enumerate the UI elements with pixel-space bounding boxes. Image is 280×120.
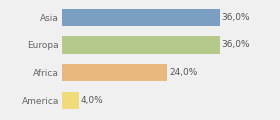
Text: 24,0%: 24,0% xyxy=(169,68,197,77)
Bar xyxy=(62,36,220,54)
Text: 36,0%: 36,0% xyxy=(222,13,250,22)
Bar xyxy=(62,64,167,81)
Bar xyxy=(62,92,79,109)
Bar xyxy=(62,9,220,26)
Text: 4,0%: 4,0% xyxy=(81,96,104,105)
Text: 36,0%: 36,0% xyxy=(222,40,250,49)
